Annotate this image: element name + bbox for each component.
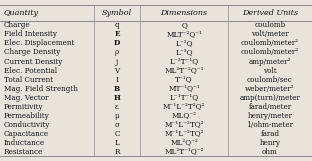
Text: volt/meter: volt/meter [251, 30, 289, 38]
Text: M⁻¹L⁻³T²Q²: M⁻¹L⁻³T²Q² [163, 103, 205, 111]
Text: L⁻²Q: L⁻²Q [175, 39, 193, 47]
Text: MLQ⁻²: MLQ⁻² [172, 112, 197, 120]
Text: coulomb/meter²: coulomb/meter² [241, 48, 299, 57]
Text: D: D [114, 39, 120, 47]
Text: L⁻¹T⁻¹Q: L⁻¹T⁻¹Q [169, 94, 199, 102]
Text: farad/meter: farad/meter [248, 103, 291, 111]
Text: j: j [116, 57, 118, 66]
Text: Q: Q [181, 21, 187, 29]
Text: Current Density: Current Density [4, 57, 62, 66]
Text: weber/meter²: weber/meter² [245, 85, 295, 93]
Text: V: V [115, 66, 119, 75]
Text: henry: henry [259, 139, 280, 147]
Text: ε: ε [115, 103, 119, 111]
Text: M⁻¹L⁻²TQ²: M⁻¹L⁻²TQ² [164, 130, 204, 138]
Text: amp/meter²: amp/meter² [249, 57, 291, 66]
Text: henry/meter: henry/meter [247, 112, 292, 120]
Text: farad: farad [260, 130, 280, 138]
Text: MLT⁻²Q⁻¹: MLT⁻²Q⁻¹ [166, 30, 202, 38]
Text: L⁻²T⁻¹Q: L⁻²T⁻¹Q [169, 57, 199, 66]
Text: Charge Density: Charge Density [4, 48, 60, 57]
Text: Mag. Field Strength: Mag. Field Strength [4, 85, 78, 93]
Text: coulomb/sec: coulomb/sec [247, 76, 293, 84]
Text: M⁻¹L⁻²TQ²: M⁻¹L⁻²TQ² [164, 121, 204, 129]
Text: MT⁻¹Q⁻¹: MT⁻¹Q⁻¹ [168, 85, 200, 93]
Text: coulomb/meter²: coulomb/meter² [241, 39, 299, 47]
Text: Elec. Potential: Elec. Potential [4, 66, 57, 75]
Text: Dimensions: Dimensions [160, 9, 208, 17]
Text: Conductivity: Conductivity [4, 121, 50, 129]
Text: μ: μ [115, 112, 119, 120]
Text: B: B [114, 85, 120, 93]
Text: Permitivity: Permitivity [4, 103, 43, 111]
Text: L: L [115, 139, 119, 147]
Text: Resistance: Resistance [4, 148, 43, 156]
Text: C: C [114, 130, 120, 138]
Text: ML²Q⁻²: ML²Q⁻² [170, 139, 198, 147]
Text: L⁻³Q: L⁻³Q [175, 48, 193, 57]
Text: volt: volt [263, 66, 277, 75]
Text: R: R [114, 148, 120, 156]
Text: H: H [114, 94, 120, 102]
Text: ML²T⁻²Q⁻¹: ML²T⁻²Q⁻¹ [164, 66, 204, 75]
Text: Derived Units: Derived Units [242, 9, 298, 17]
Text: Inductance: Inductance [4, 139, 45, 147]
Text: T⁻¹Q: T⁻¹Q [175, 76, 193, 84]
Text: ρ: ρ [115, 48, 119, 57]
Text: Quantity: Quantity [4, 9, 39, 17]
Text: E: E [114, 30, 120, 38]
Text: ML²T⁻¹Q⁻²: ML²T⁻¹Q⁻² [164, 148, 204, 156]
Text: Charge: Charge [4, 21, 30, 29]
Text: Total Current: Total Current [4, 76, 53, 84]
Text: ohm: ohm [262, 148, 278, 156]
Text: Mag. Vector: Mag. Vector [4, 94, 48, 102]
Text: amp(turn)/meter: amp(turn)/meter [239, 94, 300, 102]
Text: Elec. Displacement: Elec. Displacement [4, 39, 74, 47]
Text: Permeability: Permeability [4, 112, 50, 120]
Text: q: q [115, 21, 119, 29]
Text: I: I [115, 76, 119, 84]
Text: 1/ohm-meter: 1/ohm-meter [246, 121, 293, 129]
Text: Field Intensity: Field Intensity [4, 30, 57, 38]
Text: σ: σ [115, 121, 119, 129]
Text: Capacitance: Capacitance [4, 130, 49, 138]
Text: Symbol: Symbol [102, 9, 132, 17]
Text: coulomb: coulomb [254, 21, 285, 29]
